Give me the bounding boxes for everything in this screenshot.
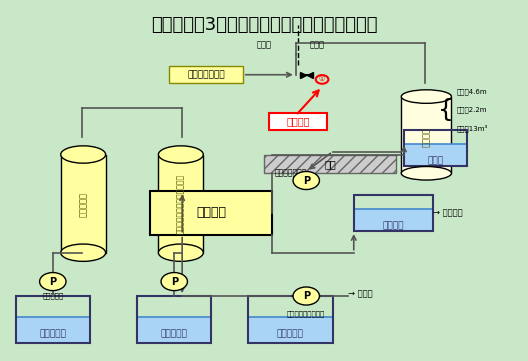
FancyBboxPatch shape [401, 96, 451, 173]
Text: ポリジンウォッシャー処理器: ポリジンウォッシャー処理器 [176, 174, 185, 234]
Text: 容量：13m³: 容量：13m³ [457, 124, 488, 132]
Ellipse shape [158, 244, 203, 261]
Ellipse shape [158, 146, 203, 163]
Text: 逆浸透膜: 逆浸透膜 [196, 206, 226, 219]
Text: 床面: 床面 [324, 159, 336, 169]
Ellipse shape [61, 244, 106, 261]
FancyBboxPatch shape [264, 155, 396, 173]
FancyBboxPatch shape [61, 155, 106, 253]
Text: P: P [303, 175, 310, 186]
Text: 建屋内: 建屋内 [309, 41, 324, 49]
Text: P: P [49, 277, 56, 287]
Text: 塩酸貯槽: 塩酸貯槽 [422, 127, 431, 147]
Text: 海水ビット: 海水ビット [42, 292, 63, 299]
FancyBboxPatch shape [248, 317, 333, 343]
FancyBboxPatch shape [354, 209, 433, 231]
FancyBboxPatch shape [269, 113, 327, 130]
Text: 濃縮海水槽: 濃縮海水槽 [277, 330, 304, 338]
Ellipse shape [401, 166, 451, 180]
Text: 伊方発電所3号機　海水淡水化装置概略系統図: 伊方発電所3号機 海水淡水化装置概略系統図 [151, 16, 377, 34]
Text: 当該箇所: 当該箇所 [287, 117, 310, 127]
Text: → 純水装置: → 純水装置 [433, 209, 463, 217]
Circle shape [161, 273, 187, 291]
Text: → 放水口: → 放水口 [348, 290, 373, 299]
Text: タンクローリー: タンクローリー [187, 70, 225, 79]
Text: P: P [171, 277, 178, 287]
Text: 濃縮海水排水ポンプ: 濃縮海水排水ポンプ [287, 310, 325, 317]
Ellipse shape [61, 146, 106, 163]
Text: 二層ろ過器: 二層ろ過器 [79, 192, 88, 217]
Text: 直径：2.2m: 直径：2.2m [457, 107, 487, 113]
Text: {: { [438, 98, 454, 122]
Text: 塩酸注入ポンプ: 塩酸注入ポンプ [275, 169, 307, 178]
FancyBboxPatch shape [137, 317, 211, 343]
FancyBboxPatch shape [16, 317, 90, 343]
Text: 海水ビット: 海水ビット [40, 330, 66, 338]
Text: 排水槽: 排水槽 [428, 156, 444, 165]
FancyBboxPatch shape [169, 66, 243, 83]
Circle shape [293, 171, 319, 190]
Circle shape [293, 287, 319, 305]
Text: P: P [303, 291, 310, 301]
Ellipse shape [401, 90, 451, 103]
FancyBboxPatch shape [150, 191, 272, 235]
Text: ①: ① [319, 77, 325, 82]
FancyBboxPatch shape [404, 144, 467, 166]
Circle shape [40, 273, 66, 291]
FancyBboxPatch shape [158, 155, 203, 253]
Text: 透過水槽: 透過水槽 [383, 221, 404, 230]
Text: 建屋外: 建屋外 [257, 41, 271, 49]
Text: 高さ：4.6m: 高さ：4.6m [457, 89, 487, 95]
Text: ろ過海水槽: ろ過海水槽 [161, 330, 187, 338]
